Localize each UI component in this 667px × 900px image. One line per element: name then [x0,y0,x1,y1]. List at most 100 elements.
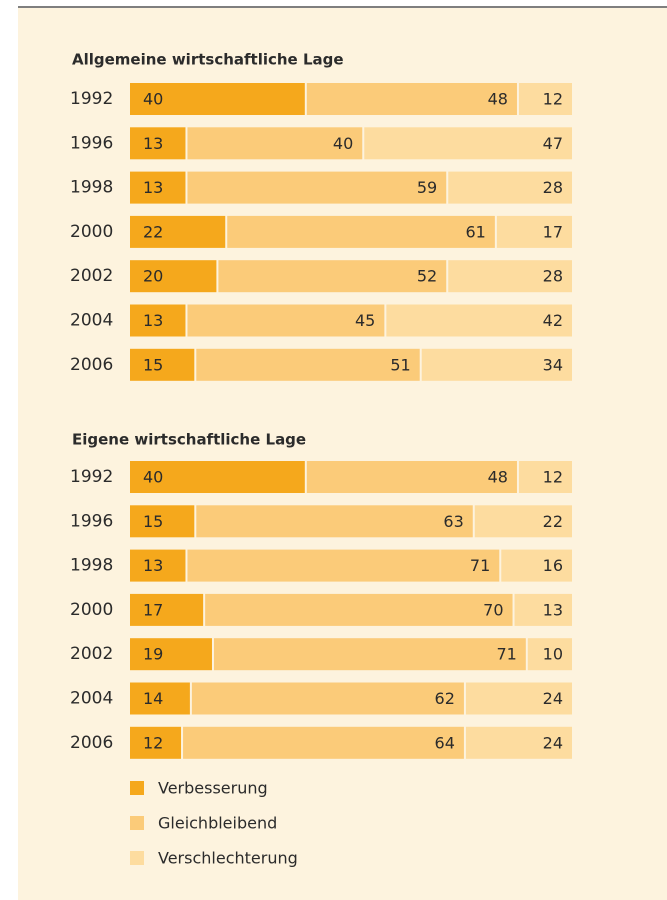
y-tick-label: 2006 [70,355,113,375]
value-label: 22 [543,512,563,531]
y-tick-label: 2000 [70,222,113,242]
bar-segment [448,171,572,204]
bar-segment [386,304,572,337]
bar-segment [130,215,226,248]
bar-segment [187,304,385,337]
value-label: 62 [435,689,455,708]
value-label: 24 [543,689,563,708]
bar-segment [421,348,572,381]
value-label: 12 [543,468,563,487]
value-label: 34 [543,355,563,374]
value-label: 10 [543,645,563,664]
value-label: 28 [543,267,563,286]
value-label: 14 [143,689,163,708]
bar-segment [227,215,495,248]
value-label: 17 [143,600,163,619]
legend-label: Gleichbleibend [158,814,277,833]
legend-swatch [130,781,144,795]
y-tick-label: 1992 [70,89,113,109]
value-label: 51 [390,355,410,374]
bar-segment [130,682,190,715]
bar-segment [187,127,363,160]
bar-segment [518,461,572,493]
value-label: 71 [470,556,490,575]
bar-segment [196,348,420,381]
y-tick-label: 1996 [70,133,113,153]
y-tick-label: 1998 [70,178,113,198]
value-label: 70 [483,600,503,619]
value-label: 52 [417,267,437,286]
bar-segment [496,215,572,248]
bar-segment [191,682,464,715]
bar-segment [514,593,572,626]
value-label: 17 [543,222,563,241]
bar-segment [465,682,572,715]
bar-segment [518,83,572,115]
bar-segment [527,638,572,671]
value-label: 24 [543,733,563,752]
value-label: 48 [488,468,508,487]
y-tick-label: 2002 [70,266,113,286]
value-label: 22 [143,222,163,241]
y-tick-label: 2000 [70,600,113,620]
value-label: 15 [143,355,163,374]
y-tick-label: 1996 [70,511,113,531]
value-label: 61 [466,222,486,241]
bar-segment [130,549,186,582]
bar-segment [364,127,572,160]
bar-segment [130,638,212,671]
bar-segment [196,505,473,538]
value-label: 71 [496,645,516,664]
value-label: 59 [417,178,437,197]
y-tick-label: 2006 [70,733,113,753]
bar-segment [205,593,513,626]
y-tick-label: 1998 [70,556,113,576]
bar-segment [474,505,572,538]
value-label: 47 [543,134,563,153]
value-label: 13 [143,134,163,153]
value-label: 40 [333,134,353,153]
value-label: 12 [143,733,163,752]
value-label: 13 [143,556,163,575]
bar-segment [130,127,186,160]
bar-segment [130,593,204,626]
value-label: 45 [355,311,375,330]
bar-segment [130,83,305,115]
value-label: 28 [543,178,563,197]
legend-label: Verschlechterung [158,849,298,868]
value-label: 16 [543,556,563,575]
bar-segment [306,461,517,493]
value-label: 40 [143,468,163,487]
value-label: 13 [543,600,563,619]
value-label: 63 [443,512,463,531]
value-label: 15 [143,512,163,531]
bar-segment [501,549,572,582]
bar-segment [187,171,447,204]
chart-title: Allgemeine wirtschaftliche Lage [72,51,344,69]
value-label: 48 [488,90,508,109]
y-tick-label: 2004 [70,311,113,331]
bar-segment [306,83,517,115]
value-label: 19 [143,645,163,664]
legend-label: Verbesserung [158,779,268,798]
value-label: 13 [143,311,163,330]
chart-title: Eigene wirtschaftliche Lage [72,431,306,449]
bar-segment [130,260,217,293]
bar-segment [130,726,182,759]
value-label: 20 [143,267,163,286]
bar-segment [448,260,572,293]
bar-segment [213,638,526,671]
bar-segment [465,726,572,759]
value-label: 42 [543,311,563,330]
bar-segment [183,726,464,759]
y-tick-label: 2002 [70,644,113,664]
value-label: 13 [143,178,163,197]
bar-segment [130,171,186,204]
bar-segment [218,260,447,293]
legend-swatch [130,851,144,865]
value-label: 40 [143,90,163,109]
bar-segment [130,304,186,337]
bar-segment [130,348,195,381]
legend-swatch [130,816,144,830]
